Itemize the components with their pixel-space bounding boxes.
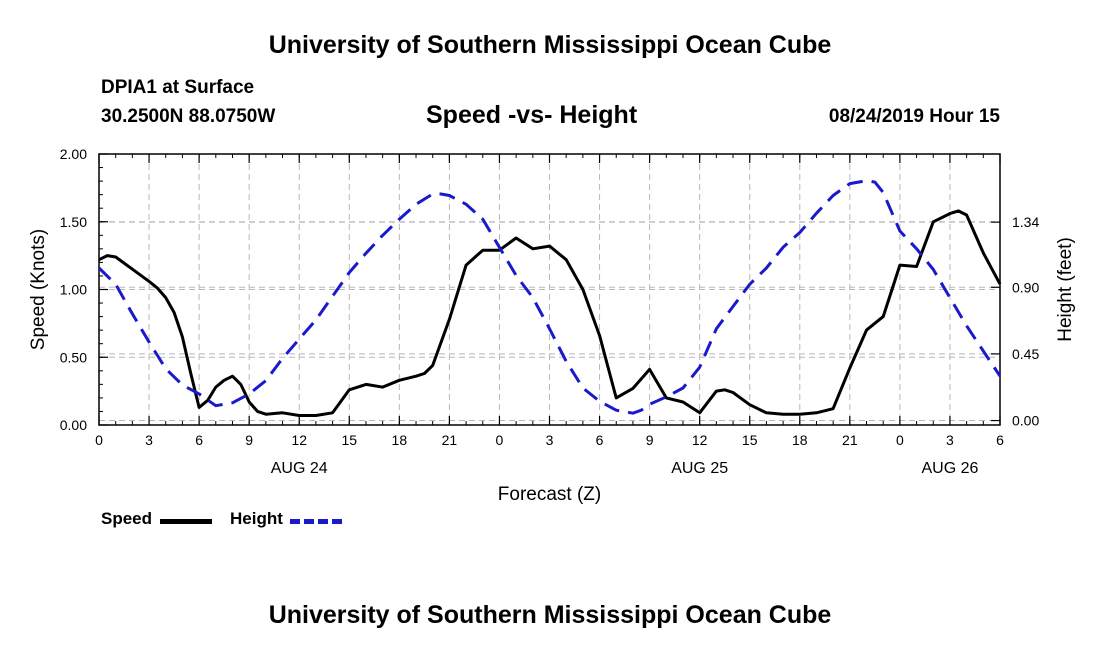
- legend-height-swatch: [290, 519, 342, 524]
- x-tick-label: 15: [341, 432, 357, 448]
- plot-title: Speed -vs- Height: [426, 101, 638, 129]
- x-tick-label: 0: [896, 432, 904, 448]
- y-axis-title: Speed (Knots): [28, 229, 49, 350]
- x-tick-label: 6: [195, 432, 203, 448]
- x-axis-title: Forecast (Z): [498, 484, 601, 505]
- date-label: AUG 25: [671, 460, 728, 477]
- date-label: AUG 24: [271, 460, 328, 477]
- x-tick-label: 3: [145, 432, 153, 448]
- bottom-title: University of Southern Mississippi Ocean…: [268, 601, 832, 629]
- x-tick-label: 3: [546, 432, 554, 448]
- date-label: AUG 26: [921, 460, 978, 477]
- legend-height-label: Height: [230, 509, 283, 528]
- x-tick-label: 21: [442, 432, 458, 448]
- x-tick-label: 9: [245, 432, 253, 448]
- x-tick-label: 6: [996, 432, 1004, 448]
- y2-tick-label: 1.34: [1012, 214, 1039, 230]
- x-tick-label: 12: [692, 432, 708, 448]
- x-tick-label: 12: [291, 432, 307, 448]
- speed-series-line: [98, 209, 1002, 417]
- x-tick-label: 21: [842, 432, 858, 448]
- x-tick-label: 0: [95, 432, 103, 448]
- x-tick-label: 3: [946, 432, 954, 448]
- y-tick-label: 1.00: [60, 282, 87, 298]
- x-tick-label: 9: [646, 432, 654, 448]
- x-tick-label: 18: [392, 432, 408, 448]
- location-label: 30.2500N 88.0750W: [101, 106, 276, 127]
- legend-speed-label: Speed: [101, 509, 153, 528]
- x-tick-label: 0: [496, 432, 504, 448]
- y2-tick-label: 0.00: [1012, 413, 1039, 429]
- y2-axis-title: Height (feet): [1055, 237, 1076, 342]
- x-tick-label: 15: [742, 432, 758, 448]
- top-title: University of Southern Mississippi Ocean…: [268, 31, 832, 59]
- x-tick-label: 18: [792, 432, 808, 448]
- x-tick-label: 6: [596, 432, 604, 448]
- y-tick-label: 1.50: [60, 214, 87, 230]
- y-tick-label: 0.00: [60, 417, 87, 433]
- height-series-line: [97, 179, 1002, 415]
- y-tick-label: 2.00: [60, 146, 87, 162]
- y-tick-label: 0.50: [60, 349, 87, 365]
- station-label: DPIA1 at Surface: [101, 77, 255, 98]
- legend-speed-swatch: [160, 519, 212, 524]
- y2-tick-label: 0.45: [1012, 346, 1039, 362]
- timestamp-label: 08/24/2019 Hour 15: [828, 106, 1000, 127]
- y2-tick-label: 0.90: [1012, 279, 1039, 295]
